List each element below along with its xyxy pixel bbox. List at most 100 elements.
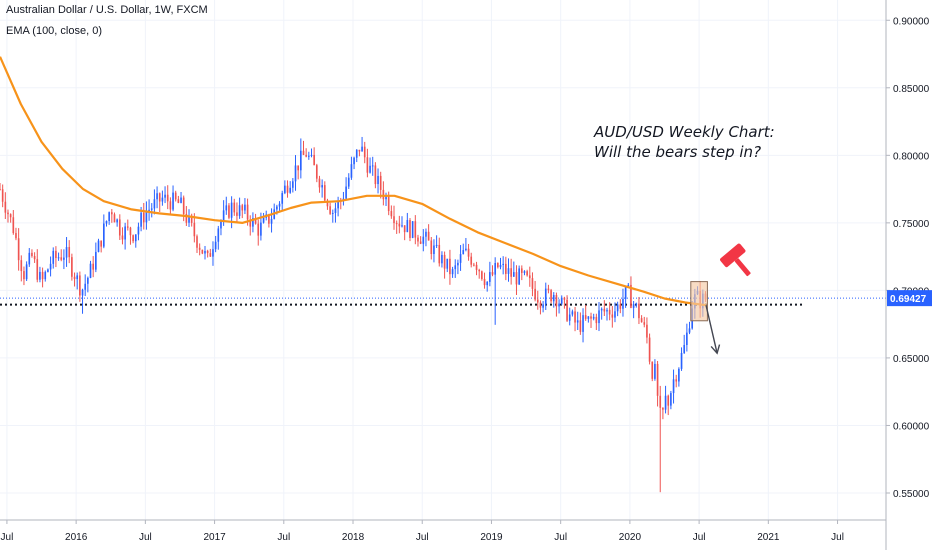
candle-body (467, 248, 470, 257)
candle-body (4, 201, 7, 213)
candle-body (262, 217, 265, 223)
candle-body (539, 302, 542, 308)
indicator-legend[interactable]: EMA (100, close, 0) (6, 25, 102, 37)
time-tick-label: 2020 (619, 532, 642, 543)
candle-body (47, 269, 49, 272)
candle-body (547, 288, 550, 291)
candle-body (560, 297, 563, 304)
candle-body (531, 278, 534, 289)
candle-body (302, 150, 305, 155)
candle-body (113, 214, 116, 223)
candle-body (632, 304, 635, 308)
candle-body (121, 235, 124, 240)
candle-body (124, 226, 126, 240)
candle-body (571, 311, 574, 315)
candle-body (153, 199, 156, 209)
candle-body (161, 197, 164, 202)
candle-body (627, 284, 630, 286)
candle-body (108, 212, 110, 222)
price-tick-label: 0.75000 (893, 219, 930, 230)
candle-body (145, 211, 148, 223)
candle-body (63, 257, 65, 260)
candle-body (129, 227, 132, 236)
candle-body (606, 309, 608, 312)
annotation-line-2: Will the bears step in? (594, 143, 762, 161)
candle-body (462, 250, 465, 255)
candle-body (419, 241, 422, 244)
last-price-bg (887, 290, 932, 307)
candle-body (137, 226, 140, 235)
candle-body (23, 271, 25, 280)
candle-body (177, 199, 180, 203)
candle-body (438, 244, 441, 264)
candle-body (209, 253, 212, 257)
candle-body (286, 185, 289, 193)
candle-body (497, 263, 499, 268)
candle-body (188, 215, 190, 223)
candle-body (278, 203, 281, 207)
candle-body (465, 248, 467, 251)
candle-body (118, 219, 121, 236)
candle-body (36, 259, 39, 280)
candle-body (433, 245, 435, 255)
candle-body (169, 201, 172, 210)
candle-body (257, 223, 260, 236)
candle-body (403, 225, 406, 233)
candle-body (409, 220, 411, 238)
candle-body (595, 316, 598, 324)
candle-body (241, 205, 244, 211)
candle-body (25, 264, 28, 280)
candle-body (555, 295, 558, 307)
candle-body (323, 185, 326, 201)
candle-body (55, 250, 57, 259)
candle-body (347, 177, 350, 187)
symbol-title[interactable]: Australian Dollar / U.S. Dollar, 1W, FXC… (6, 4, 208, 16)
candle-body (166, 194, 169, 202)
candle-body (584, 315, 587, 319)
candle-body (686, 332, 688, 345)
candle-body (582, 315, 584, 332)
candle-body (624, 285, 627, 299)
candle-body (76, 275, 79, 280)
candle-body (244, 204, 246, 211)
candle-body (353, 157, 355, 165)
candle-body (550, 290, 552, 302)
price-tick-label: 0.60000 (893, 421, 930, 432)
candle-body (611, 314, 614, 318)
chart-annotation[interactable]: AUD/USD Weekly Chart: Will the bears ste… (594, 122, 775, 162)
candle-body (158, 193, 161, 202)
candle-body (608, 309, 611, 315)
candle-body (491, 272, 494, 275)
candle-body (81, 289, 84, 296)
candle-body (603, 308, 606, 312)
candle-body (57, 257, 60, 259)
candle-body (590, 316, 592, 319)
candle-body (140, 212, 142, 227)
candle-body (268, 214, 270, 224)
candle-body (254, 218, 257, 224)
candle-body (260, 222, 262, 236)
candle-body (478, 269, 481, 272)
last-price-text: 0.69427 (890, 294, 927, 305)
candle-body (318, 178, 321, 188)
candle-body (180, 197, 182, 203)
candle-body (371, 165, 374, 167)
candle-body (156, 193, 158, 200)
candle-body (174, 192, 177, 200)
candle-body (544, 288, 547, 305)
candle-body (651, 361, 654, 379)
candle-body (536, 299, 539, 303)
time-tick-label: 2016 (65, 532, 88, 543)
candle-body (505, 263, 507, 274)
annotation-line-1: AUD/USD Weekly Chart: (594, 123, 775, 141)
candle-body (395, 223, 398, 225)
candle-body (457, 262, 459, 266)
candle-body (417, 237, 419, 242)
candle-body (350, 164, 353, 178)
candle-body (425, 231, 427, 237)
candle-body (0, 189, 1, 191)
candle-body (222, 210, 225, 222)
candle-body (95, 251, 97, 270)
candle-body (398, 223, 401, 227)
